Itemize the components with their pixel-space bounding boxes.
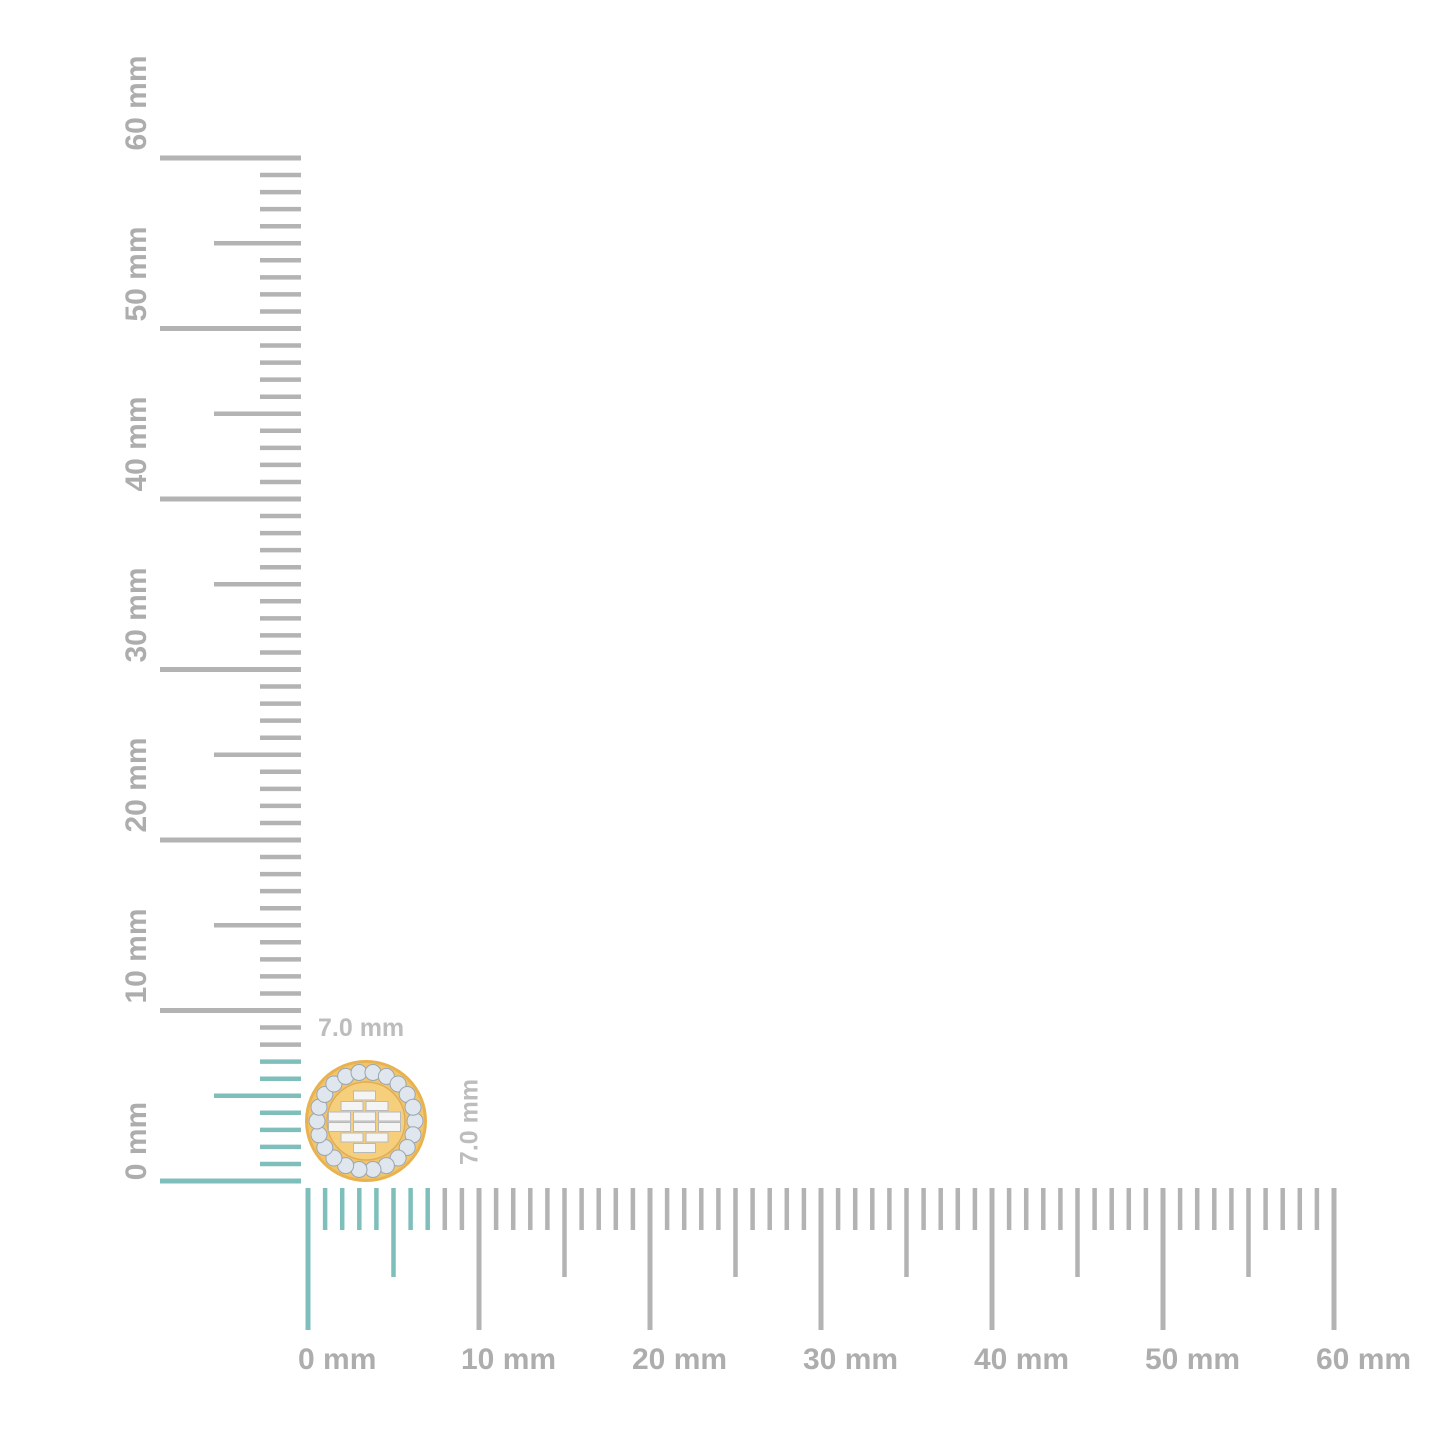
y-axis-label: 20 mm — [120, 737, 153, 833]
x-axis-label: 10 mm — [461, 1343, 557, 1376]
baguette-diamond-icon — [328, 1111, 351, 1122]
baguette-diamond-icon — [340, 1101, 364, 1111]
baguette-diamond-icon — [365, 1101, 389, 1111]
x-axis-label: 50 mm — [1145, 1343, 1241, 1376]
baguette-diamond-icon — [353, 1090, 376, 1101]
x-axis-label: 20 mm — [632, 1343, 728, 1376]
height-dimension-label: 7.0 mm — [455, 1078, 484, 1166]
y-axis-label: 40 mm — [120, 396, 153, 492]
baguette-diamond-icon — [365, 1132, 389, 1143]
y-axis-label: 0 mm — [120, 1101, 153, 1181]
y-axis-label: 30 mm — [120, 566, 153, 663]
x-axis-label: 0 mm — [298, 1343, 377, 1376]
baguette-diamond-icon — [340, 1132, 364, 1143]
y-axis-label: 60 mm — [120, 55, 153, 151]
baguette-diamond-icon — [353, 1111, 376, 1122]
y-axis-label: 10 mm — [120, 907, 153, 1004]
baguette-diamond-icon — [328, 1122, 351, 1132]
width-dimension-label: 7.0 mm — [318, 1014, 405, 1042]
baguette-diamond-icon — [353, 1122, 376, 1132]
baguette-diamond-icon — [378, 1111, 401, 1122]
x-axis-label: 60 mm — [1316, 1343, 1412, 1376]
baguette-diamond-icon — [378, 1122, 401, 1132]
x-axis-label: 40 mm — [974, 1343, 1070, 1376]
x-axis-label: 30 mm — [803, 1343, 899, 1376]
baguette-diamond-icon — [353, 1143, 376, 1153]
round-diamond-icon — [404, 1098, 422, 1116]
y-axis-label: 50 mm — [120, 225, 153, 322]
